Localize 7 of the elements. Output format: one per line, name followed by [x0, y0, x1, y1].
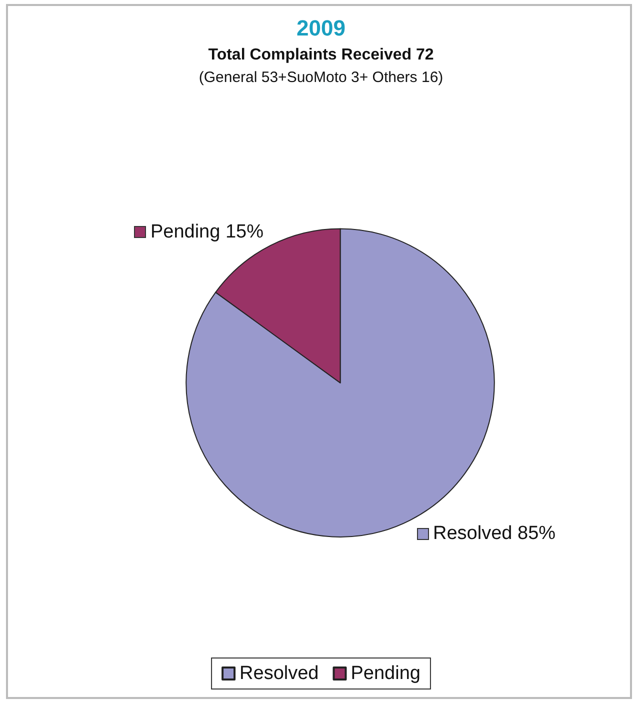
chart-title: 2009	[296, 16, 346, 40]
chart-subtitle: Total Complaints Received 72	[208, 46, 434, 64]
text: (General 53+SuoMoto 3+ Others 16)	[198, 69, 444, 86]
category-label: Resolved 85%	[433, 523, 556, 544]
legend-label: Resolved	[240, 663, 319, 684]
category-label: Pending 15%	[150, 222, 264, 243]
legend-label: Pending	[350, 663, 420, 684]
